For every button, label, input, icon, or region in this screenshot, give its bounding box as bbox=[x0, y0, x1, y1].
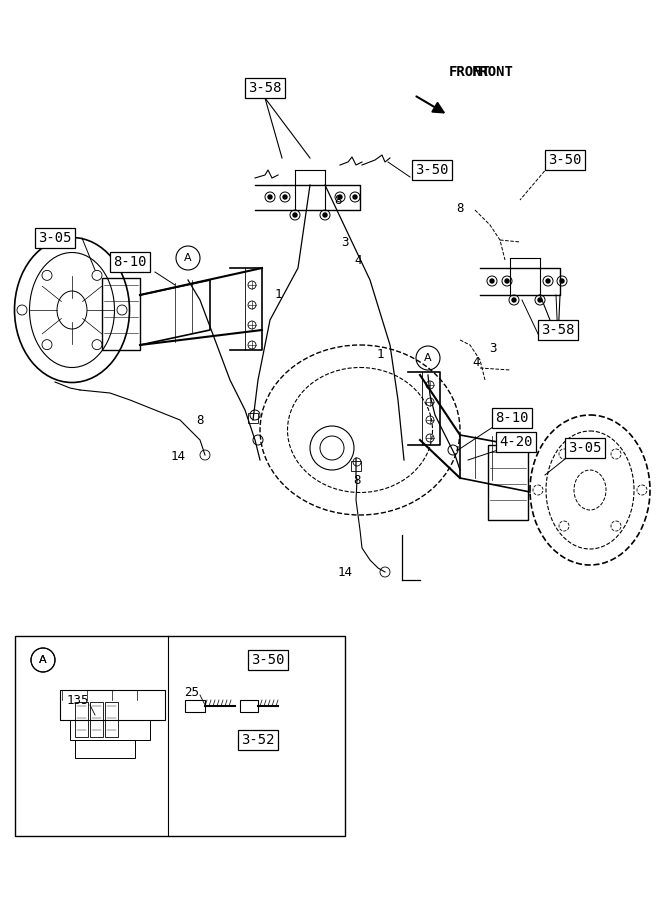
Circle shape bbox=[353, 195, 357, 199]
Text: 4: 4 bbox=[354, 254, 362, 266]
Text: 8: 8 bbox=[354, 473, 361, 487]
Circle shape bbox=[505, 279, 509, 283]
Text: A: A bbox=[39, 655, 47, 665]
Bar bbox=[240, 700, 258, 712]
Circle shape bbox=[560, 279, 564, 283]
Bar bbox=[15, 636, 345, 836]
Bar bbox=[70, 720, 150, 740]
Text: 3-05: 3-05 bbox=[38, 231, 72, 245]
Text: A: A bbox=[424, 353, 432, 363]
Circle shape bbox=[546, 279, 550, 283]
Text: 8-10: 8-10 bbox=[113, 255, 147, 269]
Text: 3-50: 3-50 bbox=[251, 653, 285, 667]
Text: 8: 8 bbox=[456, 202, 464, 214]
Circle shape bbox=[538, 298, 542, 302]
Text: 1: 1 bbox=[376, 348, 384, 362]
Bar bbox=[102, 278, 140, 350]
Text: 25: 25 bbox=[185, 687, 199, 699]
Text: 3: 3 bbox=[342, 236, 349, 248]
Text: A: A bbox=[39, 655, 47, 665]
Text: 4: 4 bbox=[472, 356, 480, 370]
Text: 1: 1 bbox=[274, 289, 281, 302]
Text: 14: 14 bbox=[171, 449, 185, 463]
Text: A: A bbox=[184, 253, 192, 263]
Text: 3-05: 3-05 bbox=[568, 441, 602, 455]
Bar bbox=[90, 702, 103, 737]
Circle shape bbox=[293, 213, 297, 217]
Text: 3: 3 bbox=[490, 341, 497, 355]
Bar bbox=[185, 700, 205, 712]
Text: 8: 8 bbox=[334, 194, 342, 206]
Bar bbox=[248, 413, 258, 423]
Text: 4-20: 4-20 bbox=[500, 435, 533, 449]
Text: 3-52: 3-52 bbox=[241, 733, 275, 747]
Bar bbox=[75, 740, 135, 758]
Circle shape bbox=[323, 213, 327, 217]
Text: 3-50: 3-50 bbox=[416, 163, 449, 177]
Bar bbox=[488, 445, 528, 520]
Text: 3-58: 3-58 bbox=[248, 81, 281, 95]
Text: 8-10: 8-10 bbox=[496, 411, 529, 425]
Circle shape bbox=[512, 298, 516, 302]
Circle shape bbox=[283, 195, 287, 199]
Text: FRONT: FRONT bbox=[449, 65, 491, 79]
Circle shape bbox=[268, 195, 272, 199]
Bar bbox=[105, 702, 118, 737]
Bar bbox=[60, 690, 165, 720]
Circle shape bbox=[490, 279, 494, 283]
Text: 3-50: 3-50 bbox=[548, 153, 582, 167]
Circle shape bbox=[338, 195, 342, 199]
Bar bbox=[75, 702, 88, 737]
Bar bbox=[351, 461, 361, 471]
Text: 14: 14 bbox=[338, 565, 352, 579]
Text: 3-58: 3-58 bbox=[541, 323, 575, 337]
Text: 135: 135 bbox=[67, 694, 89, 706]
Text: FRONT: FRONT bbox=[472, 65, 514, 79]
Text: 8: 8 bbox=[196, 413, 203, 427]
